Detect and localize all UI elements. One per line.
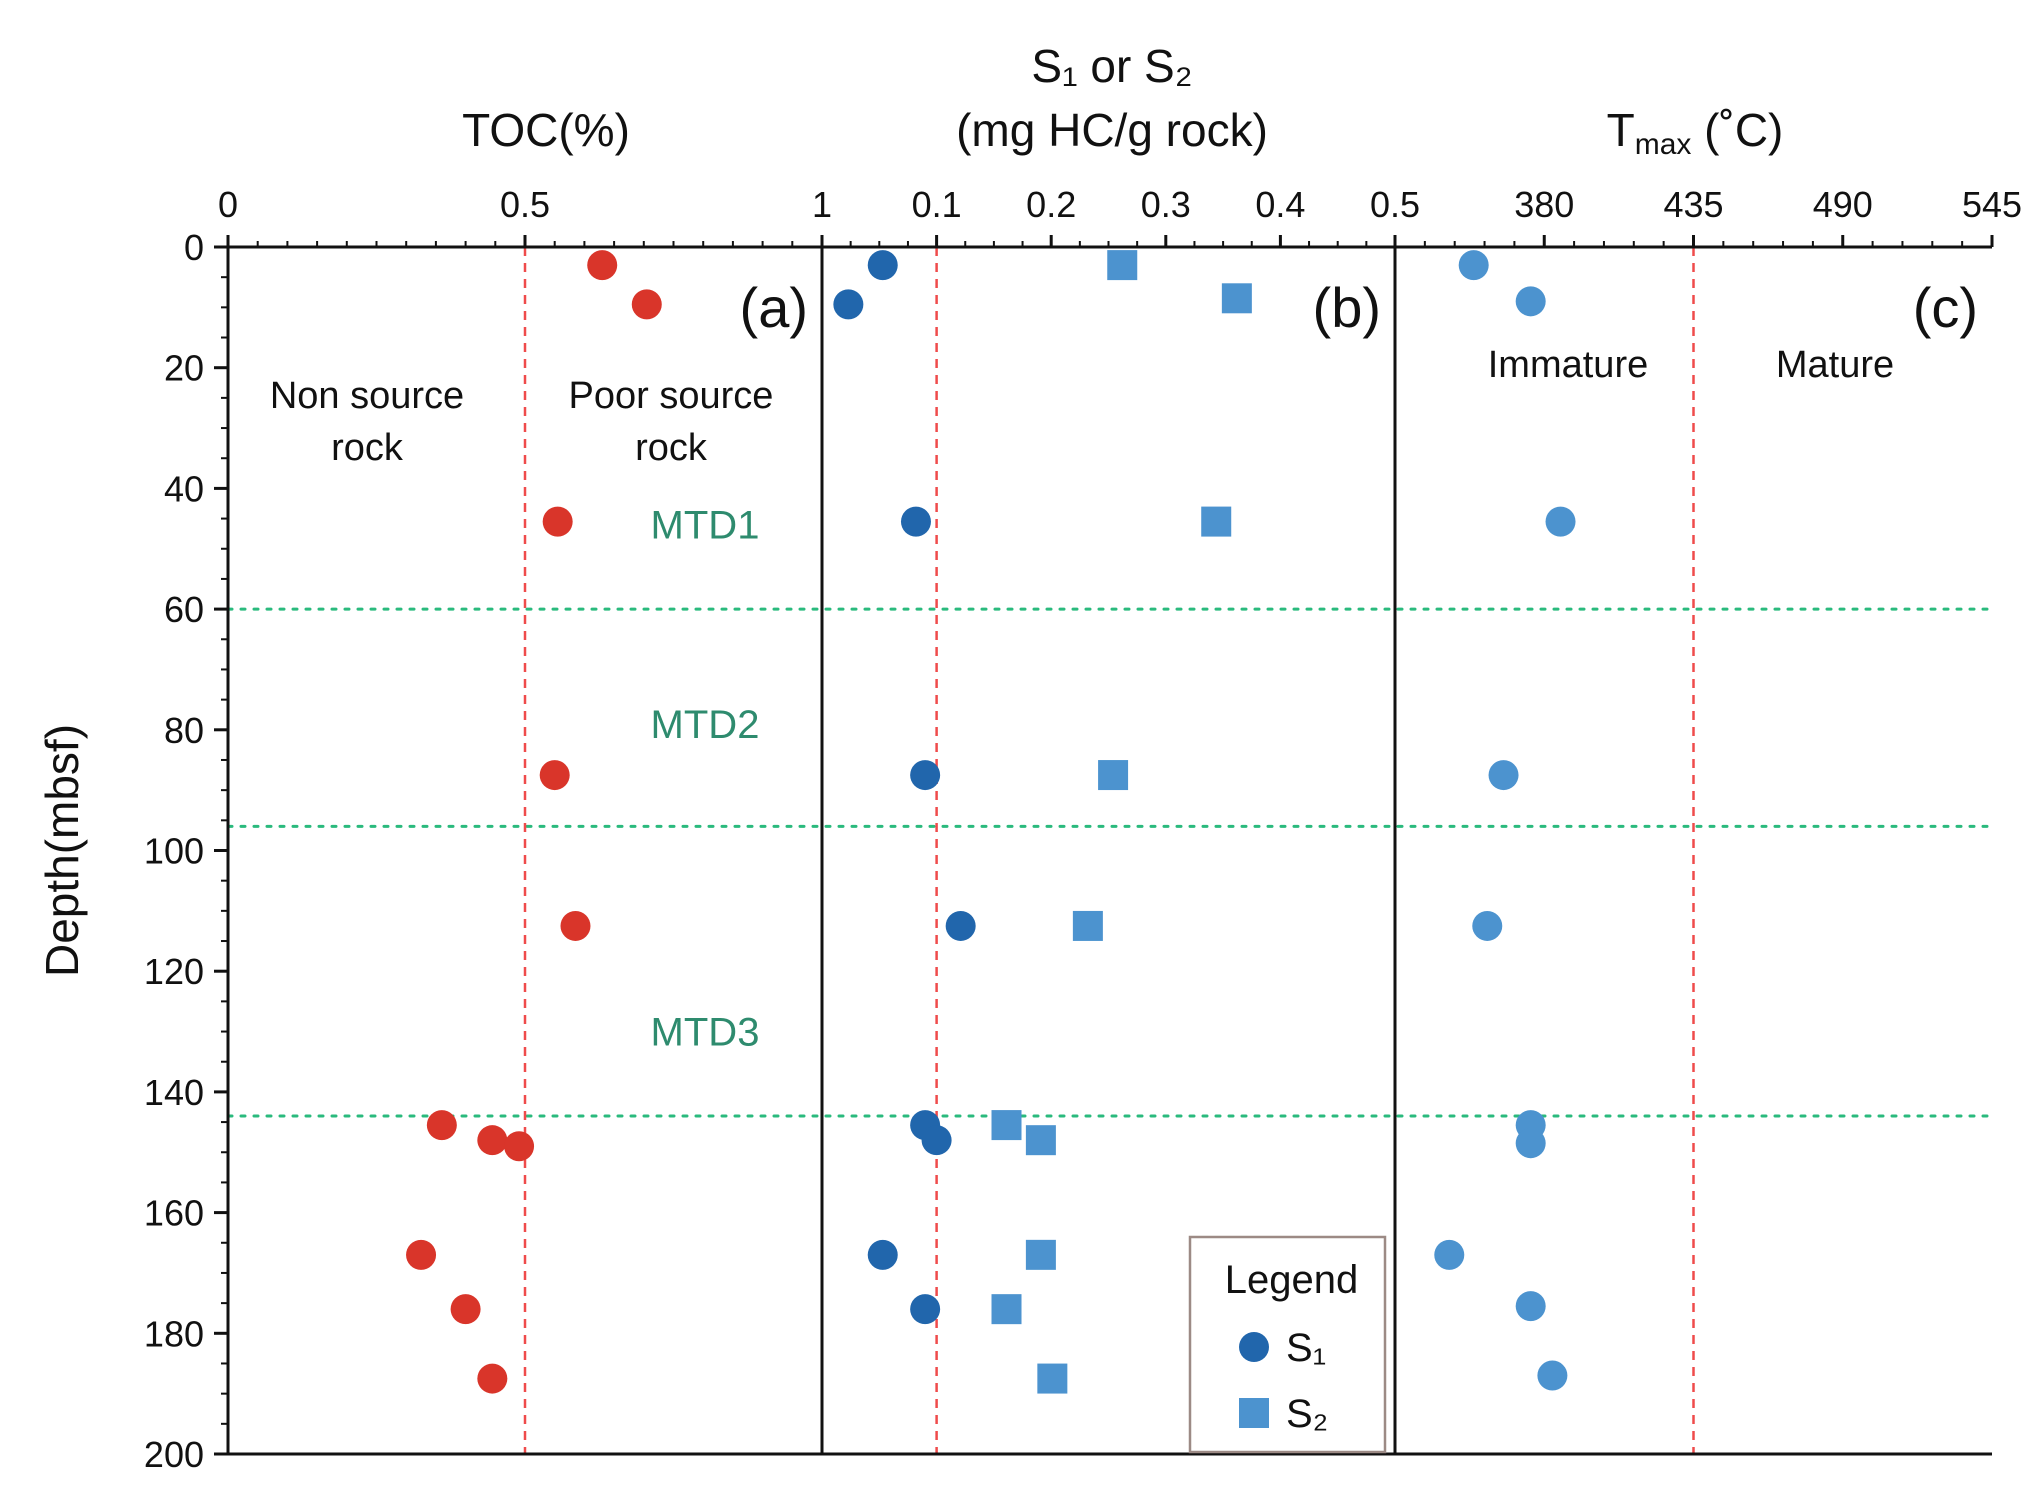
data-point-circle (587, 250, 618, 281)
data-point-square (1025, 1239, 1056, 1270)
x-tick-label: 0.5 (1370, 184, 1420, 225)
data-point-circle (477, 1125, 508, 1156)
y-tick-label: 100 (144, 831, 204, 872)
legend-entry-label: S₂ (1286, 1392, 1328, 1436)
data-point-circle (833, 289, 864, 320)
x-tick-label: 435 (1663, 184, 1723, 225)
legend-marker-square (1239, 1398, 1269, 1428)
axis-text: 0 20 40 60 80 100 120 140 160 180 200 Depth(mbsf) MT… (36, 40, 2022, 1475)
data-point-circle (1515, 1128, 1546, 1159)
panel-letter: (c) (1913, 276, 1978, 339)
data-point-circle (867, 1239, 898, 1270)
toc-axis-title: TOC(%) (462, 104, 630, 156)
plot-frame (226, 235, 1994, 1456)
x-tick-label: 0.4 (1255, 184, 1305, 225)
x-tick-label: 545 (1962, 184, 2022, 225)
zone-label-poorsource: rock (635, 427, 708, 469)
x-tick-label: 380 (1514, 184, 1574, 225)
y-tick-label: 180 (144, 1313, 204, 1354)
data-point-circle (1434, 1239, 1465, 1270)
zone-label-mature: Mature (1776, 344, 1894, 386)
data-point-circle (910, 1294, 941, 1325)
data-point-square (1221, 283, 1252, 314)
data-point-circle (1545, 506, 1576, 537)
data-point-circle (867, 250, 898, 281)
data-point-square (1098, 760, 1129, 791)
data-point-circle (1537, 1360, 1568, 1391)
data-point-circle (1515, 1291, 1546, 1322)
y-tick-label: 80 (164, 710, 204, 751)
data-point-circle (504, 1131, 535, 1162)
zone-label-immature: Immature (1488, 344, 1648, 386)
y-tick-label: 160 (144, 1193, 204, 1234)
data-point-circle (900, 506, 931, 537)
s-axis-title: S₁ or S₂ (1031, 40, 1192, 92)
data-point-circle (1458, 250, 1489, 281)
data-points (406, 250, 1576, 1394)
legend-entry-label: S₁ (1286, 1326, 1326, 1370)
s-axis-unit: (mg HC/g rock) (956, 104, 1268, 156)
mtd-label: MTD3 (651, 1011, 760, 1055)
x-tick-label: 0.5 (500, 184, 550, 225)
legend-box (1188, 1235, 1387, 1454)
reference-lines (226, 247, 1994, 1454)
data-point-circle (539, 760, 570, 791)
data-point-square (1107, 250, 1138, 281)
zone-label-nonsource: rock (331, 427, 404, 469)
data-point-square (1037, 1363, 1068, 1394)
mtd-label: MTD1 (651, 504, 760, 548)
y-tick-label: 120 (144, 951, 204, 992)
y-axis-title: Depth(mbsf) (36, 724, 88, 977)
legend-title: Legend (1225, 1258, 1358, 1302)
data-point-circle (406, 1239, 437, 1270)
x-tick-label: 0.1 (912, 184, 962, 225)
mtd-label: MTD2 (651, 703, 760, 747)
x-tick-label: 0.3 (1141, 184, 1191, 225)
data-point-square (1201, 506, 1232, 537)
data-point-circle (542, 506, 573, 537)
data-point-circle (631, 289, 662, 320)
zone-label-nonsource: Non source (270, 375, 464, 417)
data-point-circle (1515, 286, 1546, 317)
data-point-circle (910, 760, 941, 791)
data-point-circle (426, 1110, 457, 1141)
data-point-circle (477, 1363, 508, 1394)
x-tick-label: 490 (1813, 184, 1873, 225)
data-point-circle (560, 910, 591, 941)
data-point-square (991, 1110, 1022, 1141)
y-tick-label: 40 (164, 468, 204, 509)
data-point-square (991, 1294, 1022, 1325)
x-tick-label: 1 (812, 184, 832, 225)
data-point-circle (945, 910, 976, 941)
data-point-circle (450, 1294, 481, 1325)
data-point-circle (1472, 910, 1503, 941)
zone-label-poorsource: Poor source (569, 375, 774, 417)
y-tick-label: 140 (144, 1072, 204, 1113)
legend: Legend S₁ S₂ (1188, 1235, 1387, 1454)
tmax-axis-title: Tmax (˚C) (1607, 104, 1784, 161)
data-point-square (1025, 1125, 1056, 1156)
legend-marker-circle (1239, 1332, 1269, 1362)
x-tick-label: 0.2 (1026, 184, 1076, 225)
y-tick-label: 20 (164, 348, 204, 389)
y-tick-label: 0 (184, 227, 204, 268)
data-point-circle (1488, 760, 1519, 791)
data-point-square (1072, 910, 1103, 941)
y-tick-label: 200 (144, 1434, 204, 1475)
panel-letter: (a) (740, 276, 808, 339)
data-point-circle (921, 1125, 952, 1156)
y-tick-label: 60 (164, 589, 204, 630)
panel-letter: (b) (1313, 276, 1381, 339)
axis-ticks (214, 235, 1994, 1456)
x-tick-label: 0 (218, 184, 238, 225)
